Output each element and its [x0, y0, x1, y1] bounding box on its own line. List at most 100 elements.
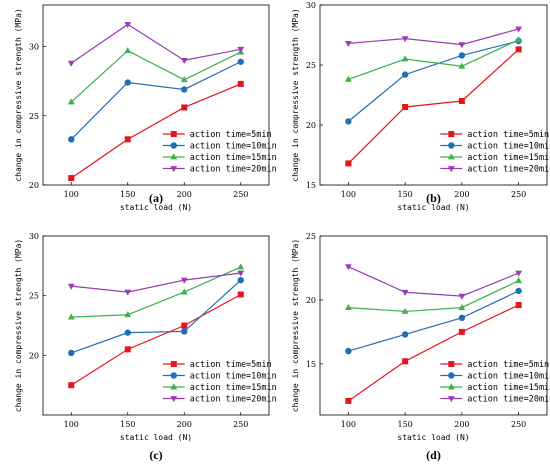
series-line-20min	[71, 272, 241, 293]
series-line-5min	[70, 83, 241, 179]
x-tick-label: 200	[454, 420, 469, 429]
series-line-10min	[348, 290, 519, 352]
legend-marker-5min	[448, 361, 455, 367]
data-point-20min	[458, 293, 466, 300]
data-point-10min	[237, 58, 244, 65]
data-point-15min	[180, 288, 188, 295]
x-tick-label: 200	[177, 420, 192, 429]
data-point-10min	[345, 118, 352, 125]
data-point-20min	[401, 289, 409, 296]
y-tick-label: 25	[29, 112, 39, 121]
x-tick-label: 250	[511, 190, 526, 199]
y-tick-label: 20	[306, 296, 316, 305]
legend-marker-20min	[170, 166, 178, 173]
series-line-10min	[70, 61, 242, 140]
x-tick-label: 150	[397, 420, 412, 429]
plot-frame	[42, 4, 270, 186]
y-tick-label: 25	[306, 232, 316, 241]
legend-marker-15min	[447, 383, 455, 390]
series-line-15min	[348, 39, 519, 80]
x-axis-title: static load (N)	[120, 433, 192, 442]
legend-label: action time=5min	[190, 130, 272, 140]
data-point-20min	[344, 41, 352, 47]
x-tick-label: 100	[64, 190, 79, 199]
y-tick-label: 20	[29, 351, 39, 360]
data-point-20min	[515, 270, 523, 277]
data-point-5min	[237, 291, 244, 298]
series-line-15min	[70, 49, 242, 103]
data-point-10min	[401, 71, 409, 78]
x-tick-label: 200	[177, 190, 192, 199]
data-point-20min	[67, 283, 75, 290]
data-point-15min	[401, 307, 409, 314]
y-tick-label: 25	[306, 61, 316, 70]
y-axis-title: change in compressive strength (MPa)	[291, 239, 300, 412]
data-point-15min	[458, 304, 466, 310]
legend-label: action time=15min	[190, 383, 277, 393]
legend-marker-20min	[447, 396, 455, 403]
data-point-10min	[458, 52, 466, 59]
legend-label: action time=10min	[190, 372, 277, 382]
data-point-20min	[344, 264, 352, 271]
x-tick-label: 200	[454, 190, 469, 199]
data-point-15min	[515, 36, 523, 43]
data-point-15min	[344, 304, 352, 310]
series-line-10min	[347, 40, 519, 122]
legend-label: action time=5min	[190, 360, 272, 370]
x-tick-label: 150	[120, 190, 135, 199]
data-point-10min	[124, 79, 131, 86]
x-axis-title: static load (N)	[397, 203, 469, 212]
data-point-20min	[180, 57, 188, 64]
legend-label: action time=15min	[467, 383, 550, 393]
series-line-10min	[71, 279, 242, 354]
data-point-20min	[237, 46, 245, 53]
series-line-20min	[70, 23, 241, 64]
legend-marker-10min	[170, 142, 177, 149]
data-point-15min	[237, 263, 245, 270]
data-point-20min	[124, 21, 132, 28]
legend-label: action time=15min	[190, 153, 277, 163]
data-point-5min	[237, 80, 244, 87]
plot-frame	[319, 235, 548, 416]
panel-label: (a)	[149, 191, 163, 205]
legend-label: action time=5min	[467, 130, 549, 140]
x-tick-label: 100	[64, 420, 79, 429]
x-tick-label: 250	[511, 420, 526, 429]
series-line-5min	[348, 304, 519, 402]
data-point-20min	[458, 42, 466, 49]
panel-label: (c)	[149, 448, 162, 462]
data-point-15min	[344, 75, 352, 82]
data-point-10min	[181, 328, 188, 335]
data-point-10min	[68, 349, 75, 357]
y-axis-title: change in compressive strength (MPa)	[14, 8, 23, 181]
chart-panel-3: 100 150 200 250 20 25 30 static load (N) change …	[14, 232, 277, 462]
series-line-20min	[348, 266, 519, 297]
y-tick-label: 30	[306, 1, 316, 10]
data-point-10min	[401, 331, 409, 338]
data-point-20min	[124, 289, 132, 296]
x-tick-label: 150	[397, 190, 412, 199]
x-tick-label: 250	[233, 420, 248, 429]
y-tick-label: 30	[29, 43, 39, 52]
legend-label: action time=20min	[190, 395, 277, 405]
legend-marker-5min	[170, 361, 177, 367]
legend-label: action time=20min	[467, 395, 550, 405]
legend-marker-15min	[170, 153, 178, 160]
data-point-10min	[458, 314, 466, 322]
legend-label: action time=20min	[467, 165, 550, 175]
legend-label: action time=20min	[190, 165, 277, 175]
data-point-15min	[401, 55, 409, 62]
data-point-15min	[180, 76, 188, 83]
data-point-20min	[237, 270, 245, 277]
legend-marker-10min	[448, 372, 455, 379]
data-point-5min	[458, 98, 465, 104]
panel-label: (d)	[426, 448, 441, 462]
data-point-20min	[515, 26, 523, 33]
data-point-5min	[515, 302, 522, 309]
data-point-15min	[458, 62, 466, 69]
legend-marker-10min	[448, 142, 455, 149]
data-point-5min	[345, 160, 352, 167]
legend-label: action time=5min	[467, 360, 549, 370]
data-point-10min	[237, 276, 244, 284]
